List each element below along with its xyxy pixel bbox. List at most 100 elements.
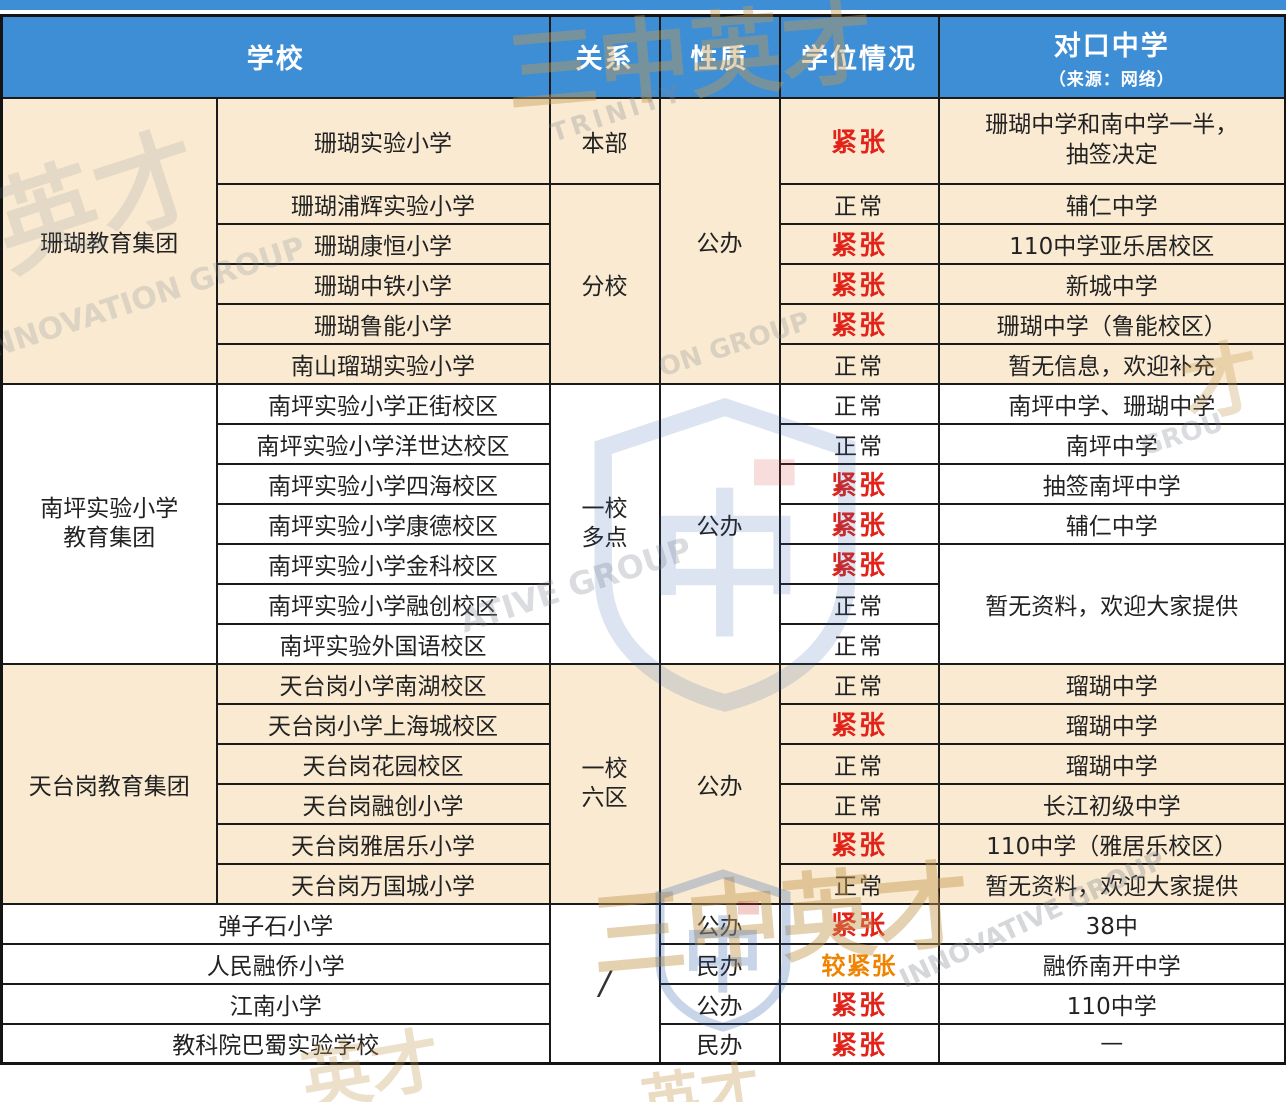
school-name-cell: 南坪实验外国语校区 — [215, 622, 551, 665]
nature-cell: 公办 — [658, 96, 781, 385]
table-row: 南坪实验小学金科校区 紧张 暂无资料，欢迎大家提供 — [2, 542, 1286, 665]
school-name-cell: 天台岗融创小学 — [215, 782, 551, 825]
middle-school-cell: 瑠瑚中学 — [937, 742, 1286, 785]
status-cell: 紧张 — [778, 902, 940, 945]
middle-school-cell: 南坪中学、珊瑚中学 — [937, 382, 1286, 425]
school-name-cell: 弹子石小学 — [0, 902, 551, 945]
middle-school-cell: 110中学（雅居乐校区） — [937, 822, 1286, 865]
group-name-cell: 南坪实验小学 教育集团 — [0, 382, 218, 665]
school-name-cell: 天台岗雅居乐小学 — [215, 822, 551, 865]
group-name-cell: 天台岗教育集团 — [0, 662, 218, 905]
table-row: 天台岗小学上海城校区 紧张 瑠瑚中学 — [2, 702, 1286, 745]
status-cell: 正常 — [778, 742, 940, 785]
middle-school-cell: 长江初级中学 — [937, 782, 1286, 825]
status-cell: 紧张 — [778, 502, 940, 545]
table-row: 南坪实验小学康德校区 紧张 辅仁中学 — [2, 502, 1286, 545]
nature-cell: 公办 — [658, 902, 781, 945]
middle-school-cell: — — [937, 1022, 1286, 1065]
middle-school-cell: 瑠瑚中学 — [937, 702, 1286, 745]
school-name-cell: 南山瑠瑚实验小学 — [215, 342, 551, 385]
school-name-cell: 南坪实验小学正街校区 — [215, 382, 551, 425]
table-row: 珊瑚浦辉实验小学 分校 正常 辅仁中学 — [2, 182, 1286, 385]
table-row: 南山瑠瑚实验小学 正常 暂无信息，欢迎补充 — [2, 342, 1286, 385]
table-row: 珊瑚教育集团 珊瑚实验小学 本部 公办 紧张 珊瑚中学和南中学一半， 抽签决定 — [0, 96, 1286, 385]
relation-cell: 一校 多点 — [548, 382, 661, 665]
school-name-cell: 教科院巴蜀实验学校 — [0, 1022, 551, 1065]
school-name-cell: 珊瑚康恒小学 — [215, 222, 551, 265]
table-row: 天台岗万国城小学 正常 暂无资料，欢迎大家提供 — [2, 862, 1286, 905]
table-row: 南坪实验小学四海校区 紧张 抽签南坪中学 — [2, 462, 1286, 505]
school-name-cell: 南坪实验小学金科校区 — [215, 542, 551, 585]
school-name-cell: 人民融侨小学 — [0, 942, 551, 985]
status-cell: 正常 — [778, 582, 940, 625]
header-middle-school-source: （来源：网络） — [1048, 69, 1175, 90]
top-blue-strip — [0, 0, 1286, 10]
table-row: 南坪实验小学 教育集团 南坪实验小学正街校区 一校 多点 公办 正常 南坪中学、… — [0, 382, 1286, 665]
middle-school-cell: 珊瑚中学（鲁能校区） — [937, 302, 1286, 345]
status-cell: 紧张 — [778, 1022, 940, 1065]
nature-cell: 民办 — [658, 1022, 781, 1065]
school-name-cell: 珊瑚鲁能小学 — [215, 302, 551, 345]
nature-cell: 民办 — [658, 942, 781, 985]
middle-school-cell: 抽签南坪中学 — [937, 462, 1286, 505]
status-cell: 正常 — [778, 662, 940, 705]
group-name-cell: 珊瑚教育集团 — [0, 96, 218, 385]
school-name-cell: 珊瑚浦辉实验小学 — [215, 182, 551, 225]
school-name-cell: 天台岗小学南湖校区 — [215, 662, 551, 705]
table-row: 天台岗花园校区 正常 瑠瑚中学 — [2, 742, 1286, 785]
school-name-cell: 南坪实验小学洋世达校区 — [215, 422, 551, 465]
middle-school-cell: 瑠瑚中学 — [937, 662, 1286, 705]
table-row: 珊瑚康恒小学 紧张 110中学亚乐居校区 — [2, 222, 1286, 265]
table-row: 弹子石小学 / 公办 紧张 38中 — [0, 902, 1286, 1065]
table-row: 教科院巴蜀实验学校 民办 紧张 — — [0, 1022, 1286, 1065]
middle-school-cell: 辅仁中学 — [937, 502, 1286, 545]
school-name-cell: 天台岗花园校区 — [215, 742, 551, 785]
header-status: 学位情况 — [778, 14, 940, 99]
table-row: 南坪实验外国语校区 正常 — [2, 622, 1286, 665]
status-cell: 紧张 — [778, 822, 940, 865]
table-row: 天台岗教育集团 天台岗小学南湖校区 一校 六区 公办 正常 瑠瑚中学 — [0, 662, 1286, 905]
status-cell: 正常 — [778, 422, 940, 465]
nature-cell: 公办 — [658, 982, 781, 1025]
status-cell: 紧张 — [778, 302, 940, 345]
status-cell: 紧张 — [778, 96, 940, 185]
header-middle-school: 对口中学 （来源：网络） — [937, 14, 1286, 99]
school-name-cell: 江南小学 — [0, 982, 551, 1025]
status-cell: 正常 — [778, 862, 940, 905]
school-admission-table: 学校 关系 性质 学位情况 对口中学 （来源：网络） 珊瑚教育集团 珊瑚实验小学… — [0, 14, 1286, 1065]
status-cell: 正常 — [778, 782, 940, 825]
relation-cell: 本部 — [548, 96, 661, 185]
school-name-cell: 珊瑚中铁小学 — [215, 262, 551, 305]
header-relation: 关系 — [548, 14, 661, 99]
table-header-row: 学校 关系 性质 学位情况 对口中学 （来源：网络） — [0, 14, 1286, 99]
middle-school-cell: 110中学 — [937, 982, 1286, 1025]
school-name-cell: 南坪实验小学融创校区 — [215, 582, 551, 625]
table-row: 天台岗雅居乐小学 紧张 110中学（雅居乐校区） — [2, 822, 1286, 865]
middle-school-cell: 新城中学 — [937, 262, 1286, 305]
header-nature: 性质 — [658, 14, 781, 99]
school-name-cell: 南坪实验小学四海校区 — [215, 462, 551, 505]
status-cell: 紧张 — [778, 262, 940, 305]
middle-school-cell: 110中学亚乐居校区 — [937, 222, 1286, 265]
middle-school-cell: 辅仁中学 — [937, 182, 1286, 225]
table-row: 南坪实验小学洋世达校区 正常 南坪中学 — [2, 422, 1286, 465]
school-name-cell: 天台岗小学上海城校区 — [215, 702, 551, 745]
table-row: 珊瑚中铁小学 紧张 新城中学 — [2, 262, 1286, 305]
table-row: 江南小学 公办 紧张 110中学 — [0, 982, 1286, 1025]
table-row: 天台岗融创小学 正常 长江初级中学 — [2, 782, 1286, 825]
relation-cell: 分校 — [548, 182, 661, 385]
middle-school-cell: 38中 — [937, 902, 1286, 945]
table-row: 人民融侨小学 民办 较紧张 融侨南开中学 — [0, 942, 1286, 985]
middle-school-cell: 暂无信息，欢迎补充 — [937, 342, 1286, 385]
status-cell: 紧张 — [778, 982, 940, 1025]
middle-school-cell: 暂无资料，欢迎大家提供 — [937, 862, 1286, 905]
middle-school-cell: 珊瑚中学和南中学一半， 抽签决定 — [937, 96, 1286, 185]
middle-school-cell: 南坪中学 — [937, 422, 1286, 465]
school-name-cell: 南坪实验小学康德校区 — [215, 502, 551, 545]
status-cell: 正常 — [778, 182, 940, 225]
school-name-cell: 天台岗万国城小学 — [215, 862, 551, 905]
status-cell: 紧张 — [778, 702, 940, 745]
nature-cell: 公办 — [658, 662, 781, 905]
status-cell: 较紧张 — [778, 942, 940, 985]
